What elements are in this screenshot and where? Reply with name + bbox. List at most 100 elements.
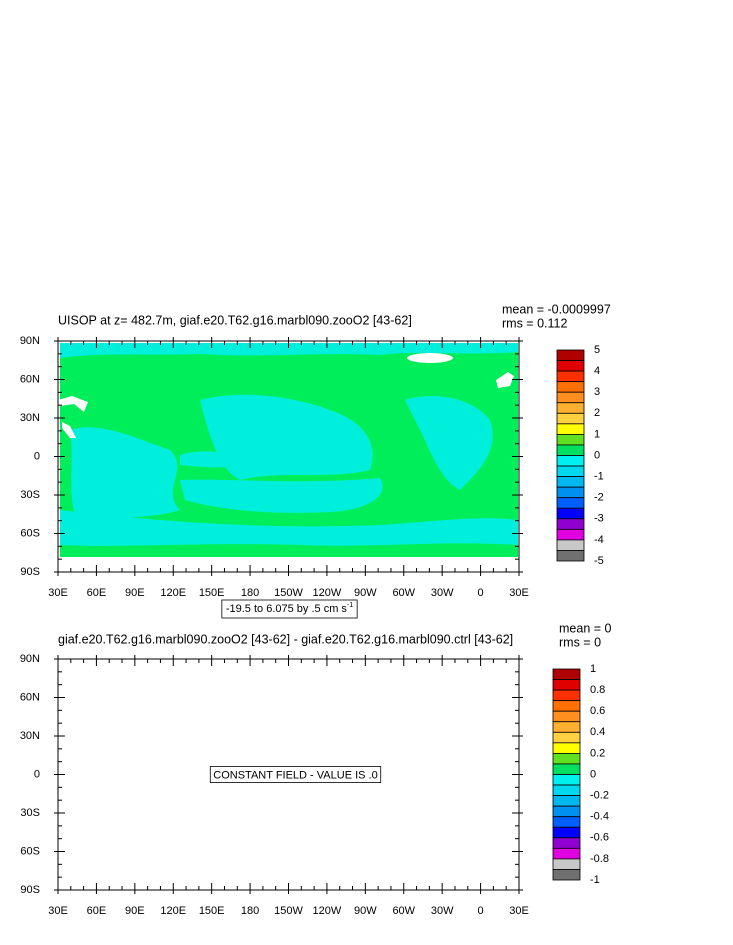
x-tick-label: 0 xyxy=(478,905,484,917)
y-tick-label: 30N xyxy=(20,412,40,424)
x-tick-label: 0 xyxy=(478,587,484,599)
colorbar-box xyxy=(552,816,581,828)
colorbar-box xyxy=(552,679,581,691)
colorbar-label: 0 xyxy=(590,768,596,780)
x-tick-label: 60W xyxy=(392,905,415,917)
colorbar-label: -5 xyxy=(594,555,604,567)
colorbar-box xyxy=(552,774,581,786)
rms-label: rms = 0.112 xyxy=(502,316,567,330)
y-tick-label: 0 xyxy=(34,768,40,780)
colorbar-box xyxy=(556,518,585,530)
colorbar-label: 1 xyxy=(590,663,596,675)
colorbar-box xyxy=(556,444,585,456)
colorbar-box xyxy=(552,795,581,807)
y-tick-label: 30N xyxy=(20,730,40,742)
annotation-box xyxy=(209,766,382,783)
mean-label: mean = -0.0009997 xyxy=(502,302,611,316)
y-tick-label: 60N xyxy=(20,373,40,385)
x-tick-label: 30E xyxy=(48,587,68,599)
colorbar-box xyxy=(552,721,581,733)
colorbar-box xyxy=(552,753,581,765)
missing-area xyxy=(58,396,88,412)
field-cyan xyxy=(405,396,493,490)
colorbar-box xyxy=(552,847,581,860)
colorbar-box xyxy=(556,455,585,467)
colorbar-box xyxy=(552,837,581,849)
chart-title: giaf.e20.T62.g16.marbl090.zooO2 [43-62] … xyxy=(58,632,513,646)
x-tick-label: 90E xyxy=(125,905,145,917)
y-tick-label: 30S xyxy=(20,807,40,819)
y-tick-label: 0 xyxy=(34,450,40,462)
colorbar-box xyxy=(552,784,581,796)
colorbar-box xyxy=(556,486,585,499)
info-box xyxy=(221,599,358,619)
x-tick-label: 120W xyxy=(313,905,342,917)
x-tick-label: 90W xyxy=(354,905,377,917)
colorbar-box xyxy=(556,433,585,446)
y-tick-label: 90N xyxy=(20,653,40,665)
x-tick-label: 150W xyxy=(274,905,303,917)
x-tick-label: 150E xyxy=(199,905,225,917)
colorbar-box xyxy=(556,402,585,414)
colorbar-box xyxy=(552,858,581,870)
y-tick-label: 90S xyxy=(20,884,40,896)
colorbar-box xyxy=(556,349,585,361)
y-tick-label: 90N xyxy=(20,335,40,347)
colorbar-box xyxy=(556,412,585,425)
y-tick-label: 30S xyxy=(20,489,40,501)
colorbar-box xyxy=(556,539,585,551)
x-tick-label: 30E xyxy=(509,905,529,917)
colorbar-label: -0.6 xyxy=(590,832,609,844)
colorbar-box xyxy=(556,497,585,509)
colorbar-label: 4 xyxy=(594,365,600,377)
colorbar-label: -1 xyxy=(594,471,604,483)
x-tick-label: 30E xyxy=(48,905,68,917)
mean-label: mean = 0 xyxy=(559,621,612,635)
colorbar-label: -2 xyxy=(594,492,604,504)
x-tick-label: 60E xyxy=(87,587,107,599)
colorbar-box xyxy=(552,742,581,754)
y-tick-label: 60N xyxy=(20,691,40,703)
colorbar-box xyxy=(552,668,581,680)
missing-area xyxy=(496,372,514,388)
colorbar-box xyxy=(556,507,585,520)
colorbar-box xyxy=(556,370,585,383)
x-tick-label: 120E xyxy=(160,587,186,599)
x-tick-label: 180 xyxy=(241,587,259,599)
x-tick-label: 90E xyxy=(125,587,145,599)
colorbar-label: -1 xyxy=(590,874,600,886)
contour-info: -19.5 to 6.075 by .5 cm s-1 xyxy=(226,602,353,615)
colorbar-box xyxy=(556,528,585,541)
x-tick-label: 120W xyxy=(313,587,342,599)
colorbar-box xyxy=(552,700,581,712)
colorbar-box xyxy=(556,360,585,372)
colorbar-label: 0 xyxy=(594,449,600,461)
y-tick-label: 60S xyxy=(20,845,40,857)
y-tick-label: 60S xyxy=(20,527,40,539)
colorbar-box xyxy=(552,731,581,744)
colorbar-label: 5 xyxy=(594,344,600,356)
x-tick-label: 150E xyxy=(199,587,225,599)
colorbar-label: 0.6 xyxy=(590,705,605,717)
colorbar-label: -4 xyxy=(594,534,604,546)
colorbar-box xyxy=(552,869,581,881)
colorbar-label: 0.8 xyxy=(590,684,605,696)
x-tick-label: 60W xyxy=(392,587,415,599)
x-tick-label: 60E xyxy=(87,905,107,917)
field-cyan xyxy=(180,451,250,468)
contour-info-exponent: -1 xyxy=(347,602,353,609)
field-cyan xyxy=(70,427,180,525)
colorbar-box xyxy=(556,476,585,488)
x-tick-label: 120E xyxy=(160,905,186,917)
colorbar-box xyxy=(556,423,585,435)
x-tick-label: 30W xyxy=(431,587,454,599)
colorbar-box xyxy=(556,550,585,562)
field-cyan xyxy=(180,478,383,513)
x-tick-label: 30E xyxy=(509,587,529,599)
colorbar-label: -3 xyxy=(594,513,604,525)
colorbar-box xyxy=(552,763,581,775)
colorbar-label: 0.2 xyxy=(590,747,605,759)
missing-area xyxy=(62,422,76,438)
